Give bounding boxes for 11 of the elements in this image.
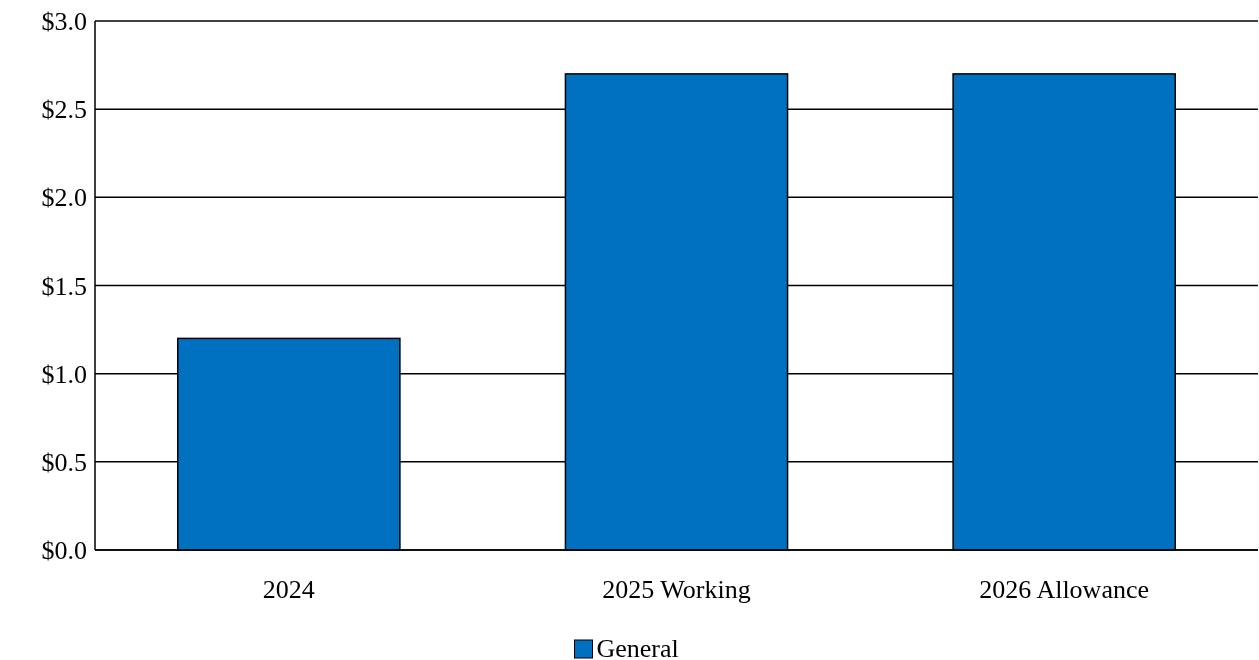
legend-label: General [596, 634, 679, 660]
y-tick-label: $1.0 [41, 359, 87, 389]
y-tick-label: $1.5 [41, 271, 87, 301]
x-tick-label: 2024 [262, 575, 315, 604]
y-tick-label: $2.0 [41, 183, 87, 213]
x-tick-label: 2025 Working [602, 575, 751, 604]
y-tick-label: $3.0 [41, 7, 87, 37]
x-tick-label: 2026 Allowance [979, 575, 1150, 604]
y-tick-label: $0.0 [41, 536, 87, 566]
y-tick-label: $0.5 [41, 447, 87, 477]
y-tick-label: $2.5 [41, 95, 87, 125]
